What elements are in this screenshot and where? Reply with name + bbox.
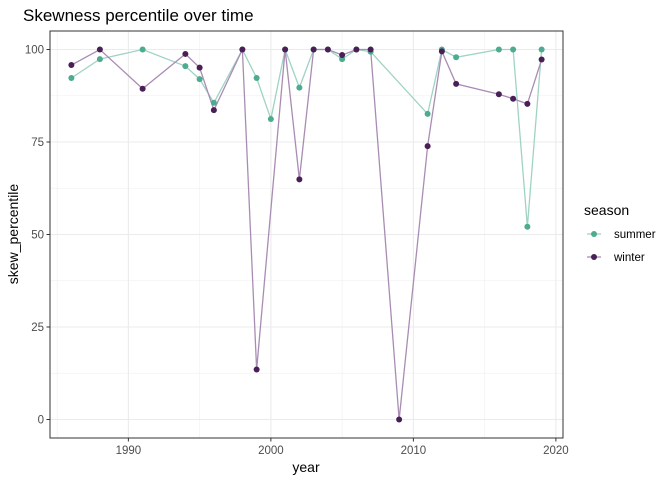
data-point-summer [538,46,545,53]
chart-title: Skewness percentile over time [23,6,254,25]
data-point-winter [182,50,189,57]
data-point-winter [96,46,103,53]
y-tick-label: 50 [31,230,44,242]
legend-label-winter: winter [613,252,645,264]
data-point-winter [438,48,445,55]
data-point-winter [538,56,545,63]
data-point-winter [239,46,246,53]
y-axis-title: skew_percentile [5,184,21,285]
data-point-winter [296,176,303,183]
data-point-winter [253,366,260,373]
data-point-summer [524,223,531,230]
data-point-summer [253,74,260,81]
data-point-winter [524,100,531,107]
data-point-summer [424,110,431,117]
data-point-winter [453,80,460,87]
series-points [68,46,545,423]
data-point-summer [510,46,517,53]
data-point-summer [210,99,217,106]
data-point-winter [510,95,517,102]
legend-items: summer winter [587,229,656,264]
data-point-winter [495,91,502,98]
plot-panel [49,30,564,439]
legend-key-point-winter [591,254,597,260]
x-tick-label: 1990 [116,445,142,457]
x-axis: 1990 2000 2010 2020 [116,438,569,457]
data-point-winter [210,107,217,114]
data-point-summer [139,46,146,53]
y-tick-label: 75 [31,137,44,149]
data-point-winter [353,46,360,53]
data-point-winter [68,62,75,69]
data-point-winter [339,52,346,59]
x-tick-label: 2000 [258,445,284,457]
data-point-winter [139,85,146,92]
legend: season summer winter [584,202,656,264]
data-point-winter [310,46,317,53]
data-point-winter [367,46,374,53]
y-tick-label: 0 [38,415,44,427]
x-tick-label: 2020 [543,445,569,457]
data-point-winter [424,143,431,150]
data-point-summer [267,116,274,123]
y-tick-label: 25 [31,322,44,334]
x-axis-title: year [292,459,320,475]
data-point-winter [196,64,203,71]
data-point-summer [182,63,189,70]
data-point-winter [396,416,403,423]
data-point-summer [96,56,103,63]
legend-key-point-summer [591,231,597,237]
y-axis: 0 25 50 75 100 [25,45,50,427]
data-point-summer [453,54,460,61]
legend-label-summer: summer [614,229,656,241]
x-tick-label: 2010 [401,445,427,457]
legend-title: season [584,202,629,218]
data-point-summer [68,74,75,81]
data-point-summer [196,76,203,83]
y-tick-label: 100 [25,45,44,57]
data-point-winter [282,46,289,53]
data-point-summer [495,46,502,53]
data-point-winter [324,46,331,53]
data-point-summer [296,84,303,91]
